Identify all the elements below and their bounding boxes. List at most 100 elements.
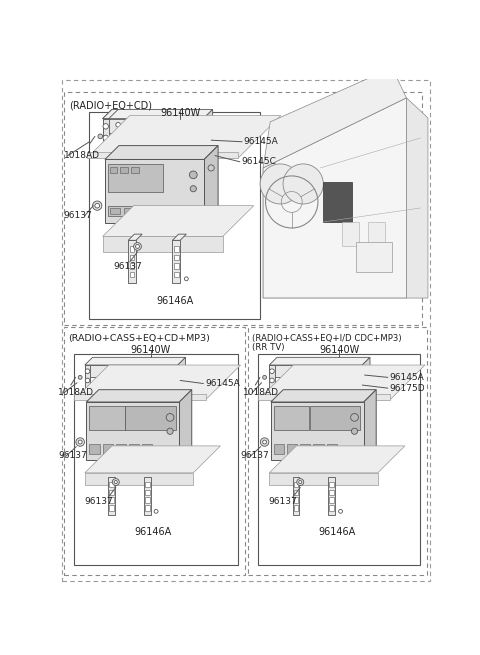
Circle shape bbox=[173, 378, 178, 383]
Text: 96137: 96137 bbox=[269, 498, 298, 506]
Text: 96137: 96137 bbox=[59, 451, 87, 460]
Circle shape bbox=[260, 438, 269, 446]
Text: 96140W: 96140W bbox=[131, 345, 171, 355]
Bar bbox=[129, 444, 139, 454]
Bar bbox=[109, 490, 114, 495]
Bar bbox=[294, 482, 298, 487]
Circle shape bbox=[85, 378, 90, 383]
Text: 96146A: 96146A bbox=[134, 527, 172, 536]
Circle shape bbox=[93, 201, 102, 210]
Bar bbox=[132, 167, 139, 174]
Circle shape bbox=[135, 244, 139, 248]
Circle shape bbox=[184, 277, 188, 281]
Circle shape bbox=[208, 165, 214, 171]
Polygon shape bbox=[103, 119, 109, 152]
Polygon shape bbox=[86, 390, 192, 402]
Polygon shape bbox=[87, 115, 281, 158]
Text: 96145C: 96145C bbox=[241, 157, 276, 166]
Circle shape bbox=[270, 378, 274, 383]
Bar bbox=[356, 242, 392, 272]
Polygon shape bbox=[172, 240, 180, 283]
Circle shape bbox=[173, 369, 178, 373]
Polygon shape bbox=[357, 365, 362, 394]
Circle shape bbox=[357, 369, 362, 373]
Bar bbox=[108, 206, 201, 216]
Bar bbox=[89, 406, 125, 430]
Text: 96175D: 96175D bbox=[389, 384, 425, 392]
Polygon shape bbox=[204, 109, 213, 132]
Bar bbox=[313, 444, 324, 454]
Polygon shape bbox=[362, 358, 370, 377]
Polygon shape bbox=[263, 98, 407, 298]
Circle shape bbox=[98, 134, 103, 139]
Bar bbox=[145, 505, 149, 510]
Circle shape bbox=[78, 375, 82, 379]
Polygon shape bbox=[269, 473, 378, 485]
Bar bbox=[89, 444, 99, 454]
Bar bbox=[274, 444, 284, 454]
Bar bbox=[130, 263, 134, 269]
Polygon shape bbox=[87, 152, 238, 158]
Circle shape bbox=[190, 185, 196, 192]
Text: 96146A: 96146A bbox=[319, 527, 356, 536]
Bar bbox=[64, 327, 245, 575]
Bar bbox=[145, 498, 149, 503]
Polygon shape bbox=[103, 236, 223, 252]
Bar bbox=[145, 490, 149, 495]
Bar bbox=[174, 263, 179, 269]
Circle shape bbox=[186, 122, 190, 127]
Bar bbox=[326, 444, 336, 454]
Text: 96145A: 96145A bbox=[205, 379, 240, 388]
Polygon shape bbox=[180, 390, 192, 460]
Bar bbox=[120, 167, 128, 174]
Bar bbox=[130, 246, 134, 252]
Bar bbox=[116, 444, 126, 454]
Text: 1018AD: 1018AD bbox=[64, 151, 100, 160]
Circle shape bbox=[198, 124, 203, 129]
Text: 96145A: 96145A bbox=[244, 138, 278, 146]
Bar bbox=[310, 406, 360, 430]
Bar bbox=[89, 113, 260, 319]
Text: 96146A: 96146A bbox=[156, 296, 193, 306]
Circle shape bbox=[297, 479, 304, 485]
Polygon shape bbox=[407, 98, 428, 298]
Text: 96140W: 96140W bbox=[319, 345, 359, 355]
Bar bbox=[294, 490, 298, 495]
Polygon shape bbox=[103, 109, 213, 119]
Bar bbox=[109, 208, 120, 214]
Text: (RADIO+EQ+CD): (RADIO+EQ+CD) bbox=[69, 100, 152, 110]
Bar bbox=[109, 505, 114, 510]
Polygon shape bbox=[86, 402, 180, 460]
Circle shape bbox=[85, 369, 90, 373]
Bar bbox=[258, 354, 420, 565]
Circle shape bbox=[103, 135, 108, 141]
Bar bbox=[142, 444, 152, 454]
Circle shape bbox=[133, 242, 142, 250]
Text: 96137: 96137 bbox=[84, 498, 113, 506]
Circle shape bbox=[263, 440, 266, 444]
Text: 1018AD: 1018AD bbox=[59, 388, 95, 398]
Bar bbox=[329, 490, 334, 495]
Polygon shape bbox=[271, 390, 376, 402]
Polygon shape bbox=[144, 477, 151, 515]
Circle shape bbox=[114, 481, 117, 483]
Circle shape bbox=[167, 428, 173, 434]
Polygon shape bbox=[258, 394, 390, 400]
Bar bbox=[125, 406, 176, 430]
Circle shape bbox=[350, 413, 359, 421]
Polygon shape bbox=[128, 240, 136, 283]
Bar bbox=[74, 354, 238, 565]
Text: 96140W: 96140W bbox=[160, 108, 200, 118]
Polygon shape bbox=[197, 119, 204, 152]
Bar bbox=[109, 482, 114, 487]
Bar bbox=[137, 208, 147, 214]
Polygon shape bbox=[204, 145, 218, 223]
Circle shape bbox=[166, 413, 174, 421]
Bar bbox=[174, 255, 179, 260]
Bar bbox=[294, 498, 298, 503]
Bar bbox=[248, 327, 427, 575]
Bar bbox=[287, 444, 297, 454]
Bar bbox=[342, 222, 359, 246]
Polygon shape bbox=[74, 394, 206, 400]
Polygon shape bbox=[105, 145, 218, 159]
